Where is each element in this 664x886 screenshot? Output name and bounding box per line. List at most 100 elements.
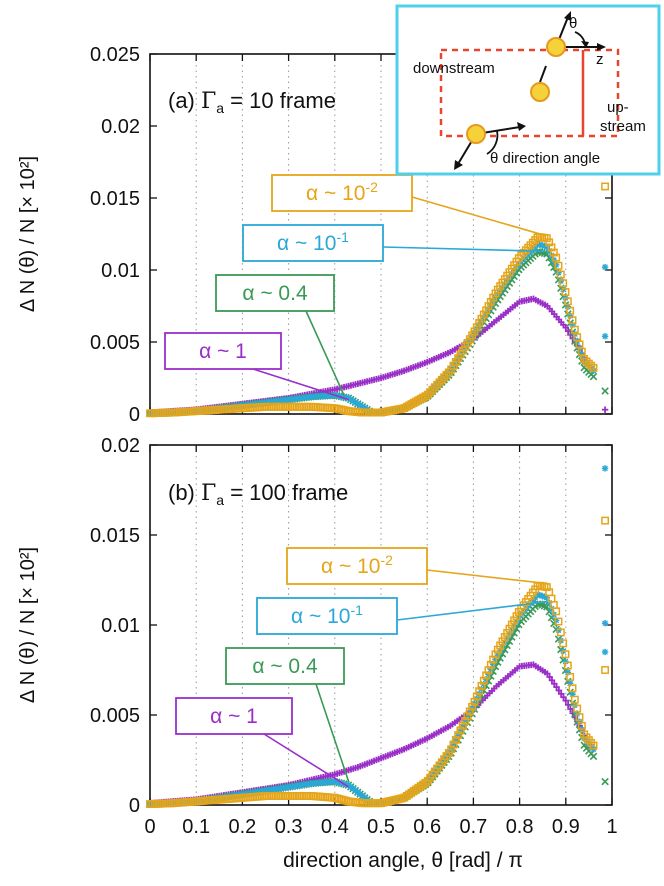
data-point — [302, 402, 311, 411]
series-label-box — [286, 547, 428, 585]
edge-data-point — [601, 263, 609, 271]
data-point — [491, 650, 500, 659]
x-tick-label: 0.8 — [506, 816, 534, 838]
label-leader-line — [263, 733, 350, 788]
data-point — [293, 792, 302, 800]
data-point — [290, 402, 299, 411]
data-point — [470, 327, 479, 336]
data-point — [577, 347, 586, 356]
edge-data-point — [601, 516, 610, 525]
series-label-box — [271, 174, 413, 212]
data-point — [564, 328, 572, 335]
bottom-ref-arrow-icon — [517, 122, 526, 131]
data-point — [562, 697, 569, 704]
data-point — [557, 690, 565, 698]
data-point — [493, 645, 502, 654]
data-point — [447, 745, 456, 754]
y-tick-label: 0.025 — [90, 44, 140, 66]
data-point — [577, 721, 586, 730]
data-point — [288, 792, 297, 800]
bottom-direction-arrow-icon — [454, 160, 463, 170]
label-leader-line — [252, 368, 349, 401]
upstream-label-1: up- — [607, 99, 629, 116]
data-point — [573, 704, 582, 713]
data-point — [560, 694, 567, 701]
data-point — [468, 331, 477, 340]
inset-diagram: downstream up- stream z θ θ direction an… — [395, 4, 661, 176]
data-point — [479, 310, 488, 319]
edge-data-point — [601, 333, 609, 340]
y-tick-label: 0.02 — [101, 435, 140, 457]
data-point — [582, 357, 591, 366]
particle-middle — [530, 82, 550, 102]
series-alpha001 — [146, 233, 598, 418]
data-point — [589, 752, 598, 761]
bottom-theta-arc — [486, 130, 499, 155]
series-alpha001 — [146, 581, 598, 809]
series-label-text: α ~ 1 — [199, 340, 247, 363]
data-point — [563, 297, 572, 306]
data-point — [269, 792, 278, 800]
particle-top — [546, 37, 566, 57]
x-tick-label: 0.5 — [367, 816, 395, 838]
panel-b: 0 0.1 0.2 0.3 0.4 0.5 0.6 0.7 0.8 0.9 1 0 0.005 0.01 0… — [17, 435, 618, 838]
series-alpha01 — [146, 241, 597, 417]
series-label-text: α ~ 10-2 — [321, 552, 393, 578]
series-label-box — [175, 697, 293, 735]
y-tick-label: 0.02 — [101, 116, 140, 138]
data-point — [484, 666, 493, 675]
edge-data-point — [601, 777, 609, 786]
data-point — [500, 633, 509, 642]
data-point — [463, 712, 472, 721]
edge-data-point — [601, 182, 610, 191]
x-tick-label: 1 — [606, 816, 617, 838]
domain-frame — [439, 48, 620, 138]
data-point — [570, 695, 579, 704]
data-point — [465, 707, 474, 716]
panel-a: 0 0.005 0.01 0.015 0.02 0.025 Δ N (θ) / N [× 1… — [17, 44, 613, 426]
data-point — [578, 726, 586, 734]
data-point — [279, 402, 288, 411]
data-point — [542, 234, 551, 243]
data-point — [505, 624, 514, 633]
data-point — [575, 340, 584, 349]
label-leader-line — [426, 569, 548, 585]
data-point — [507, 620, 516, 629]
data-point — [281, 792, 290, 800]
direction-angle-label: θ direction angle — [490, 150, 600, 167]
series-label-box — [215, 274, 335, 312]
data-point — [562, 658, 569, 665]
data-point — [461, 716, 470, 725]
data-point — [286, 792, 295, 800]
data-point — [503, 628, 512, 637]
tail-line — [539, 65, 547, 83]
data-point — [564, 669, 572, 676]
y-tick-label: 0.005 — [90, 332, 140, 354]
label-leader-line — [305, 310, 345, 396]
data-point — [283, 402, 292, 411]
data-point — [498, 637, 507, 646]
data-point — [568, 684, 577, 693]
series-label-text: α ~ 0.4 — [242, 282, 308, 305]
label-leader-line — [315, 683, 350, 782]
x-tick-label: 0.4 — [321, 816, 349, 838]
data-point — [484, 302, 493, 311]
data-point — [552, 253, 561, 262]
series-label-box — [164, 332, 282, 370]
data-point — [545, 599, 553, 606]
theta-arc-arrow-icon — [581, 41, 589, 48]
data-point — [556, 270, 565, 279]
inset-border — [395, 4, 661, 176]
data-point — [553, 683, 560, 691]
upstream-label-2: stream — [600, 118, 646, 135]
data-point — [510, 616, 519, 625]
data-point — [559, 639, 568, 648]
data-point — [276, 792, 285, 800]
theta-label-top: θ — [569, 15, 577, 32]
y-tick-label: 0.005 — [90, 705, 140, 727]
label-leader-line — [396, 600, 548, 621]
x-tick-label: 0 — [144, 816, 155, 838]
direction-arrow-icon — [564, 11, 571, 21]
data-point — [297, 402, 306, 411]
